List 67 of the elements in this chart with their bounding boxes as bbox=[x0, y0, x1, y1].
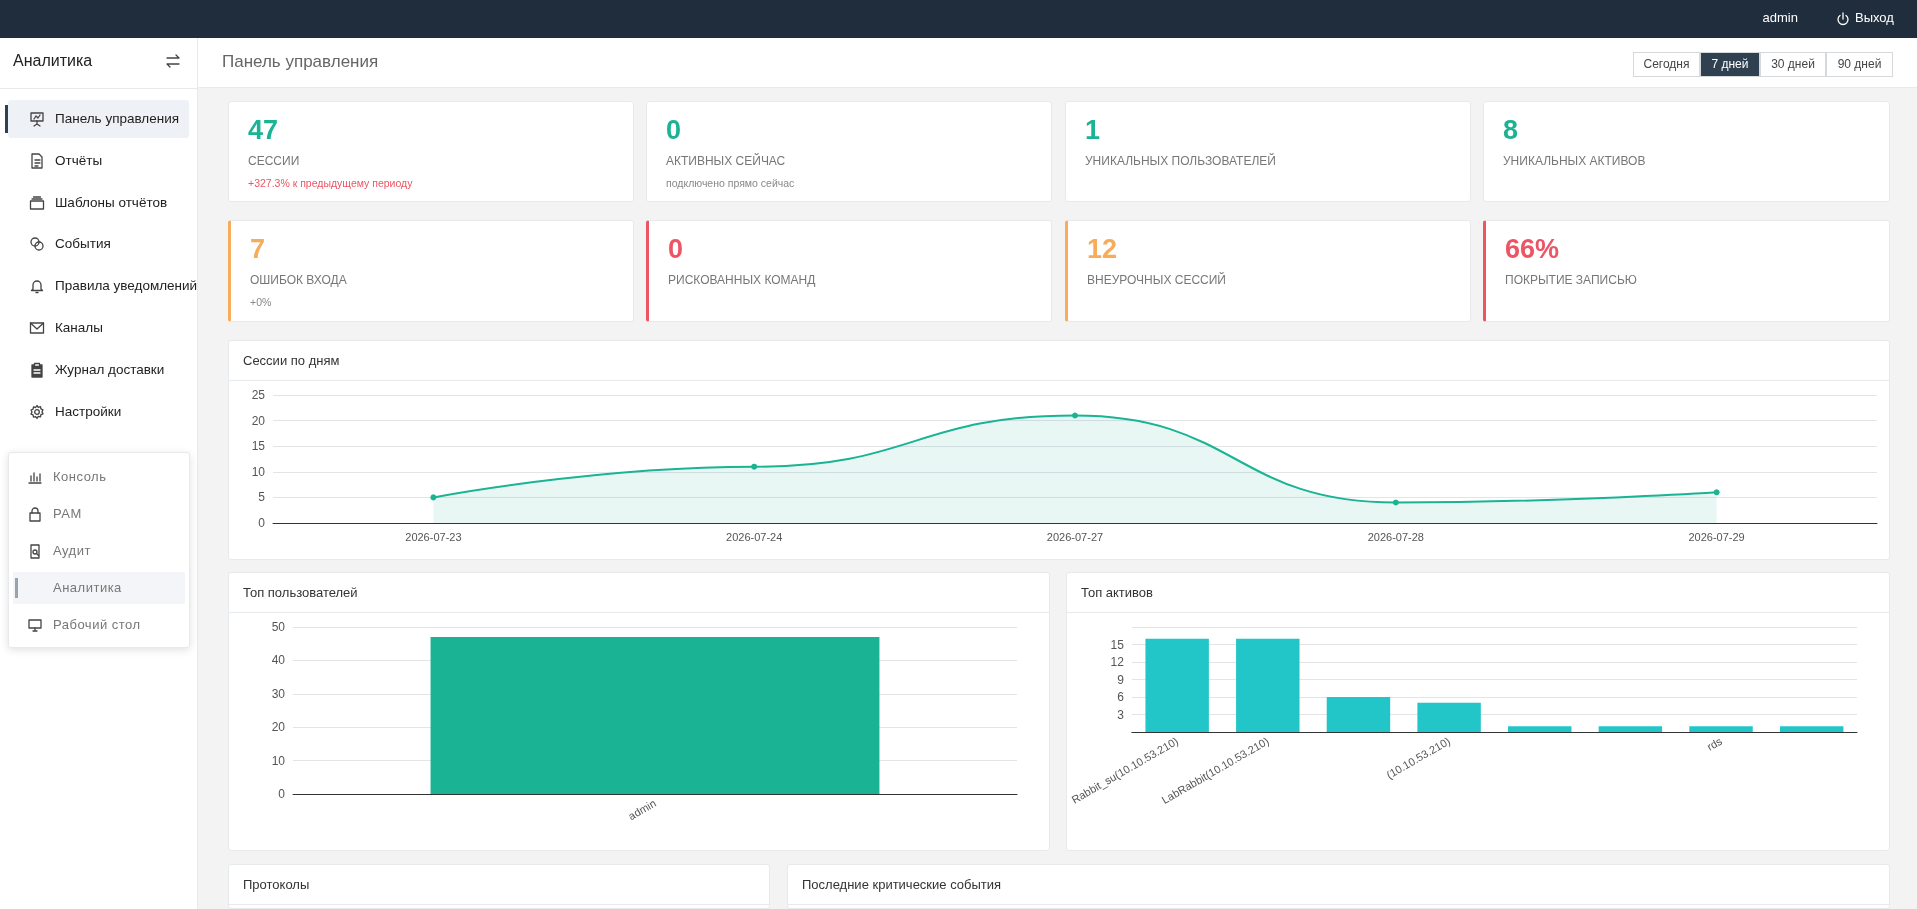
text: подключено прямо сейчас bbox=[666, 177, 795, 189]
y-tick-label: 30 bbox=[271, 686, 286, 701]
y-tick-label: 6 bbox=[1117, 690, 1125, 704]
y-tick-label: 40 bbox=[271, 653, 286, 668]
text: Шаблоны отчётов bbox=[55, 194, 168, 210]
y-tick-label: 50 bbox=[271, 620, 286, 634]
text: Настройки bbox=[55, 403, 122, 419]
x-tick-label: 2026-07-23 bbox=[405, 530, 462, 543]
text: ВНЕУРОЧНЫХ СЕССИЙ bbox=[1087, 273, 1226, 287]
x-tick-label: 2026-07-28 bbox=[1367, 530, 1424, 543]
text: 90 дней bbox=[1826, 52, 1893, 77]
text: Отчёты bbox=[55, 152, 103, 168]
y-tick-label: 9 bbox=[1117, 672, 1125, 687]
text: Аудит bbox=[53, 543, 91, 558]
y-tick-label: 5 bbox=[258, 490, 266, 505]
text: +0% bbox=[250, 296, 272, 308]
text: Аналитика bbox=[13, 52, 93, 70]
text: Консоль bbox=[53, 469, 107, 484]
text: УНИКАЛЬНЫХ АКТИВОВ bbox=[1503, 154, 1646, 168]
y-tick-label: 20 bbox=[271, 720, 286, 735]
text: ПОКРЫТИЕ ЗАПИСЬЮ bbox=[1505, 273, 1637, 287]
chart-title: Топ активов bbox=[1081, 585, 1153, 600]
text: Правила уведомлений bbox=[55, 278, 198, 294]
text: ОШИБОК ВХОДА bbox=[250, 273, 347, 287]
text: 47 bbox=[248, 115, 279, 146]
text: Рабочий стол bbox=[53, 617, 141, 632]
x-tick-label: rds bbox=[1704, 734, 1725, 753]
text: Сегодня bbox=[1633, 52, 1700, 77]
text: СЕССИИ bbox=[248, 154, 300, 168]
text: 0 bbox=[666, 115, 682, 146]
chart-title: Топ пользователей bbox=[243, 585, 358, 600]
y-tick-label: 10 bbox=[271, 753, 286, 768]
text: УНИКАЛЬНЫХ ПОЛЬЗОВАТЕЛЕЙ bbox=[1085, 154, 1276, 168]
text: +327.3% к предыдущему периоду bbox=[248, 177, 413, 189]
y-tick-label: 3 bbox=[1117, 707, 1125, 722]
text: 66% bbox=[1505, 234, 1560, 265]
y-tick-label: 15 bbox=[1110, 637, 1125, 652]
text: Последние критические события bbox=[802, 877, 1002, 892]
text: События bbox=[55, 236, 111, 252]
text: Каналы bbox=[55, 320, 103, 335]
text: АКТИВНЫХ СЕЙЧАС bbox=[666, 154, 786, 168]
text: Протоколы bbox=[243, 877, 310, 892]
text: admin bbox=[1762, 10, 1798, 25]
text: 30 дней bbox=[1760, 52, 1826, 77]
y-tick-label: 25 bbox=[251, 388, 266, 402]
text: 1 bbox=[1085, 115, 1101, 146]
y-tick-label: 20 bbox=[251, 413, 266, 428]
text: 7 bbox=[250, 234, 266, 265]
x-tick-label: 2026-07-29 bbox=[1688, 530, 1745, 543]
text: РИСКОВАННЫХ КОМАНД bbox=[668, 273, 816, 287]
x-tick-label: 2026-07-24 bbox=[726, 530, 783, 543]
text: PAM bbox=[53, 506, 82, 521]
text: 7 дней bbox=[1700, 52, 1760, 77]
text: Панель управления bbox=[55, 111, 180, 126]
text: 8 bbox=[1503, 115, 1519, 146]
text: 0 bbox=[668, 234, 684, 265]
chart-title: Сессии по дням bbox=[243, 353, 340, 368]
text: Панель управления bbox=[222, 52, 379, 72]
text: Выход bbox=[1855, 10, 1894, 25]
y-tick-label: 12 bbox=[1110, 655, 1125, 669]
x-tick-label: 2026-07-27 bbox=[1046, 530, 1104, 543]
y-tick-label: 0 bbox=[278, 787, 286, 801]
y-tick-label: 10 bbox=[251, 464, 266, 479]
y-tick-label: 0 bbox=[258, 516, 266, 530]
text: Журнал доставки bbox=[55, 361, 165, 377]
y-tick-label: 15 bbox=[251, 439, 266, 454]
text: Аналитика bbox=[53, 580, 122, 595]
